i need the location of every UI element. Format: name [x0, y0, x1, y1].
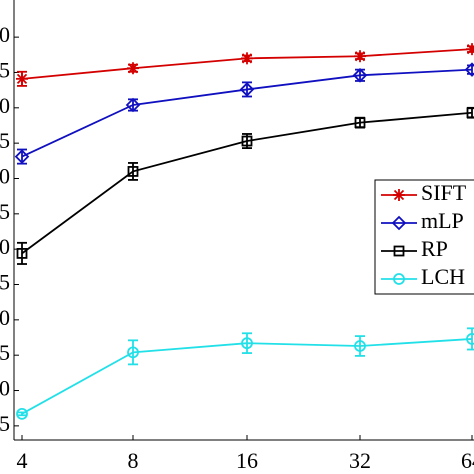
y-tick-label: 0 [0, 234, 10, 259]
marker [125, 97, 141, 113]
marker [16, 72, 28, 85]
marker [16, 407, 28, 420]
x-tick-label: 16 [236, 448, 258, 473]
marker-stroke [16, 73, 28, 84]
y-tick-label: 0 [0, 22, 10, 47]
marker [14, 149, 30, 164]
marker [16, 248, 28, 259]
marker [352, 68, 368, 83]
error-bar [17, 411, 27, 417]
marker [241, 337, 253, 350]
legend-label: mLP [421, 208, 464, 233]
marker [393, 189, 405, 201]
error-bar [242, 332, 252, 354]
error-bar [128, 339, 138, 366]
marker-stroke [354, 51, 366, 62]
marker [241, 52, 253, 65]
y-tick-label: 5 [0, 199, 10, 224]
y-tick-label: 5 [0, 411, 10, 436]
marker-stroke [393, 189, 405, 201]
marker [127, 62, 139, 75]
y-tick-label: 5 [0, 58, 10, 83]
legend-label: SIFT [421, 180, 467, 205]
y-tick-label: 0 [0, 305, 10, 330]
marker [464, 62, 474, 77]
legend-label: RP [421, 236, 448, 261]
x-tick-label: 4 [17, 448, 28, 473]
marker [391, 215, 407, 231]
marker [354, 50, 366, 63]
y-tick-label: 5 [0, 340, 10, 365]
y-tick-label: 0 [0, 376, 10, 401]
y-tick-label: 0 [0, 164, 10, 189]
marker [127, 346, 139, 359]
x-tick-label: 8 [128, 448, 139, 473]
error-bar [467, 64, 474, 75]
error-bar [128, 162, 138, 181]
legend-box [374, 179, 474, 295]
marker [239, 82, 255, 97]
error-bar [17, 241, 27, 265]
error-bar [355, 335, 365, 357]
marker [393, 273, 405, 285]
marker-stroke [127, 63, 139, 74]
x-tick-label: 32 [349, 448, 371, 473]
legend-label: LCH [421, 264, 465, 289]
x-tick-label: 64 [461, 448, 474, 473]
marker-stroke [466, 45, 474, 55]
marker-stroke [241, 53, 253, 64]
error-bar [467, 327, 474, 351]
marker [466, 43, 474, 56]
marker [466, 107, 474, 119]
y-tick-label: 5 [0, 128, 10, 153]
y-tick-label: 5 [0, 270, 10, 295]
marker [466, 333, 474, 345]
marker [393, 245, 405, 257]
marker [241, 135, 253, 147]
y-tick-label: 0 [0, 93, 10, 118]
marker [127, 166, 139, 177]
marker [354, 340, 366, 352]
marker [354, 117, 366, 129]
